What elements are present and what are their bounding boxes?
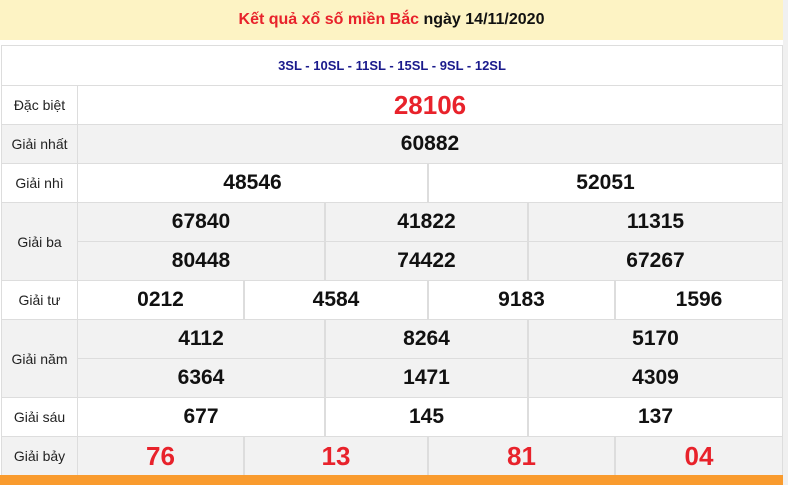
prize-number: 11315: [528, 202, 783, 242]
prize-number: 9183: [428, 280, 615, 320]
prize-number: 60882: [77, 124, 783, 164]
prize-number: 80448: [77, 241, 325, 281]
prize-label: Giải tư: [1, 280, 78, 320]
prize-number: 1471: [325, 358, 528, 398]
prize-number: 4584: [244, 280, 428, 320]
prize-number: 04: [615, 436, 783, 476]
prize-number: 13: [244, 436, 428, 476]
prize-label: Giải sáu: [1, 397, 78, 437]
prize-label: Đặc biệt: [1, 85, 78, 125]
prize-label: Giải nhì: [1, 163, 78, 203]
prize-number: 5170: [528, 319, 783, 359]
results-title: Kết quả xổ số miền Bắc ngày 14/11/2020: [0, 0, 783, 40]
prize-number: 74422: [325, 241, 528, 281]
prize-number: 6364: [77, 358, 325, 398]
prize-number: 41822: [325, 202, 528, 242]
prize-number: 67840: [77, 202, 325, 242]
prize-number: 4309: [528, 358, 783, 398]
prize-number: 0212: [77, 280, 244, 320]
prize-number: 76: [77, 436, 244, 476]
prize-number: 81: [428, 436, 615, 476]
prize-number: 137: [528, 397, 783, 437]
prize-number: 48546: [77, 163, 428, 203]
prize-label: Giải nhất: [1, 124, 78, 164]
prize-number: 4112: [77, 319, 325, 359]
footer-bar: [0, 475, 783, 485]
prize-label: Giải năm: [1, 319, 78, 398]
prize-number: 677: [77, 397, 325, 437]
prize-number: 52051: [428, 163, 783, 203]
scrollbar[interactable]: [783, 0, 788, 485]
prize-number: 1596: [615, 280, 783, 320]
prize-label: Giải bảy: [1, 436, 78, 476]
special-codes: 3SL - 10SL - 11SL - 15SL - 9SL - 12SL: [1, 45, 783, 86]
prize-number: 28106: [77, 85, 783, 125]
prize-label: Giải ba: [1, 202, 78, 281]
prize-number: 8264: [325, 319, 528, 359]
prize-number: 145: [325, 397, 528, 437]
prize-number: 67267: [528, 241, 783, 281]
